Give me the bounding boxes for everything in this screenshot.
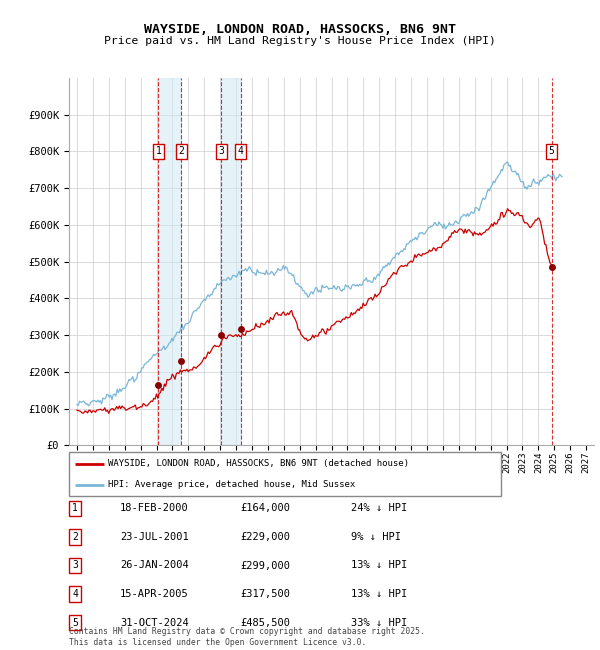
Text: 15-APR-2005: 15-APR-2005 — [120, 589, 189, 599]
Text: 5: 5 — [548, 146, 554, 157]
Text: £485,500: £485,500 — [240, 618, 290, 628]
Text: £229,000: £229,000 — [240, 532, 290, 542]
Text: Price paid vs. HM Land Registry's House Price Index (HPI): Price paid vs. HM Land Registry's House … — [104, 36, 496, 46]
Bar — [551, 78, 594, 445]
Text: 5: 5 — [72, 618, 78, 628]
Text: 33% ↓ HPI: 33% ↓ HPI — [351, 618, 407, 628]
Text: Contains HM Land Registry data © Crown copyright and database right 2025.
This d: Contains HM Land Registry data © Crown c… — [69, 627, 425, 647]
Text: WAYSIDE, LONDON ROAD, HASSOCKS, BN6 9NT: WAYSIDE, LONDON ROAD, HASSOCKS, BN6 9NT — [144, 23, 456, 36]
Text: HPI: Average price, detached house, Mid Sussex: HPI: Average price, detached house, Mid … — [108, 480, 355, 489]
FancyBboxPatch shape — [69, 452, 501, 496]
Text: £299,000: £299,000 — [240, 560, 290, 571]
Text: 9% ↓ HPI: 9% ↓ HPI — [351, 532, 401, 542]
Text: 13% ↓ HPI: 13% ↓ HPI — [351, 589, 407, 599]
Text: £164,000: £164,000 — [240, 503, 290, 514]
Bar — [158, 78, 181, 445]
Bar — [221, 78, 241, 445]
Text: 31-OCT-2024: 31-OCT-2024 — [120, 618, 189, 628]
Text: 2: 2 — [72, 532, 78, 542]
Text: 1: 1 — [155, 146, 161, 157]
Text: £317,500: £317,500 — [240, 589, 290, 599]
Text: 26-JAN-2004: 26-JAN-2004 — [120, 560, 189, 571]
Text: 13% ↓ HPI: 13% ↓ HPI — [351, 560, 407, 571]
Text: 18-FEB-2000: 18-FEB-2000 — [120, 503, 189, 514]
Text: 4: 4 — [72, 589, 78, 599]
Text: 4: 4 — [238, 146, 244, 157]
Text: 2: 2 — [178, 146, 184, 157]
Text: 3: 3 — [218, 146, 224, 157]
Text: WAYSIDE, LONDON ROAD, HASSOCKS, BN6 9NT (detached house): WAYSIDE, LONDON ROAD, HASSOCKS, BN6 9NT … — [108, 459, 409, 468]
Text: 3: 3 — [72, 560, 78, 571]
Text: 1: 1 — [72, 503, 78, 514]
Text: 24% ↓ HPI: 24% ↓ HPI — [351, 503, 407, 514]
Text: 23-JUL-2001: 23-JUL-2001 — [120, 532, 189, 542]
